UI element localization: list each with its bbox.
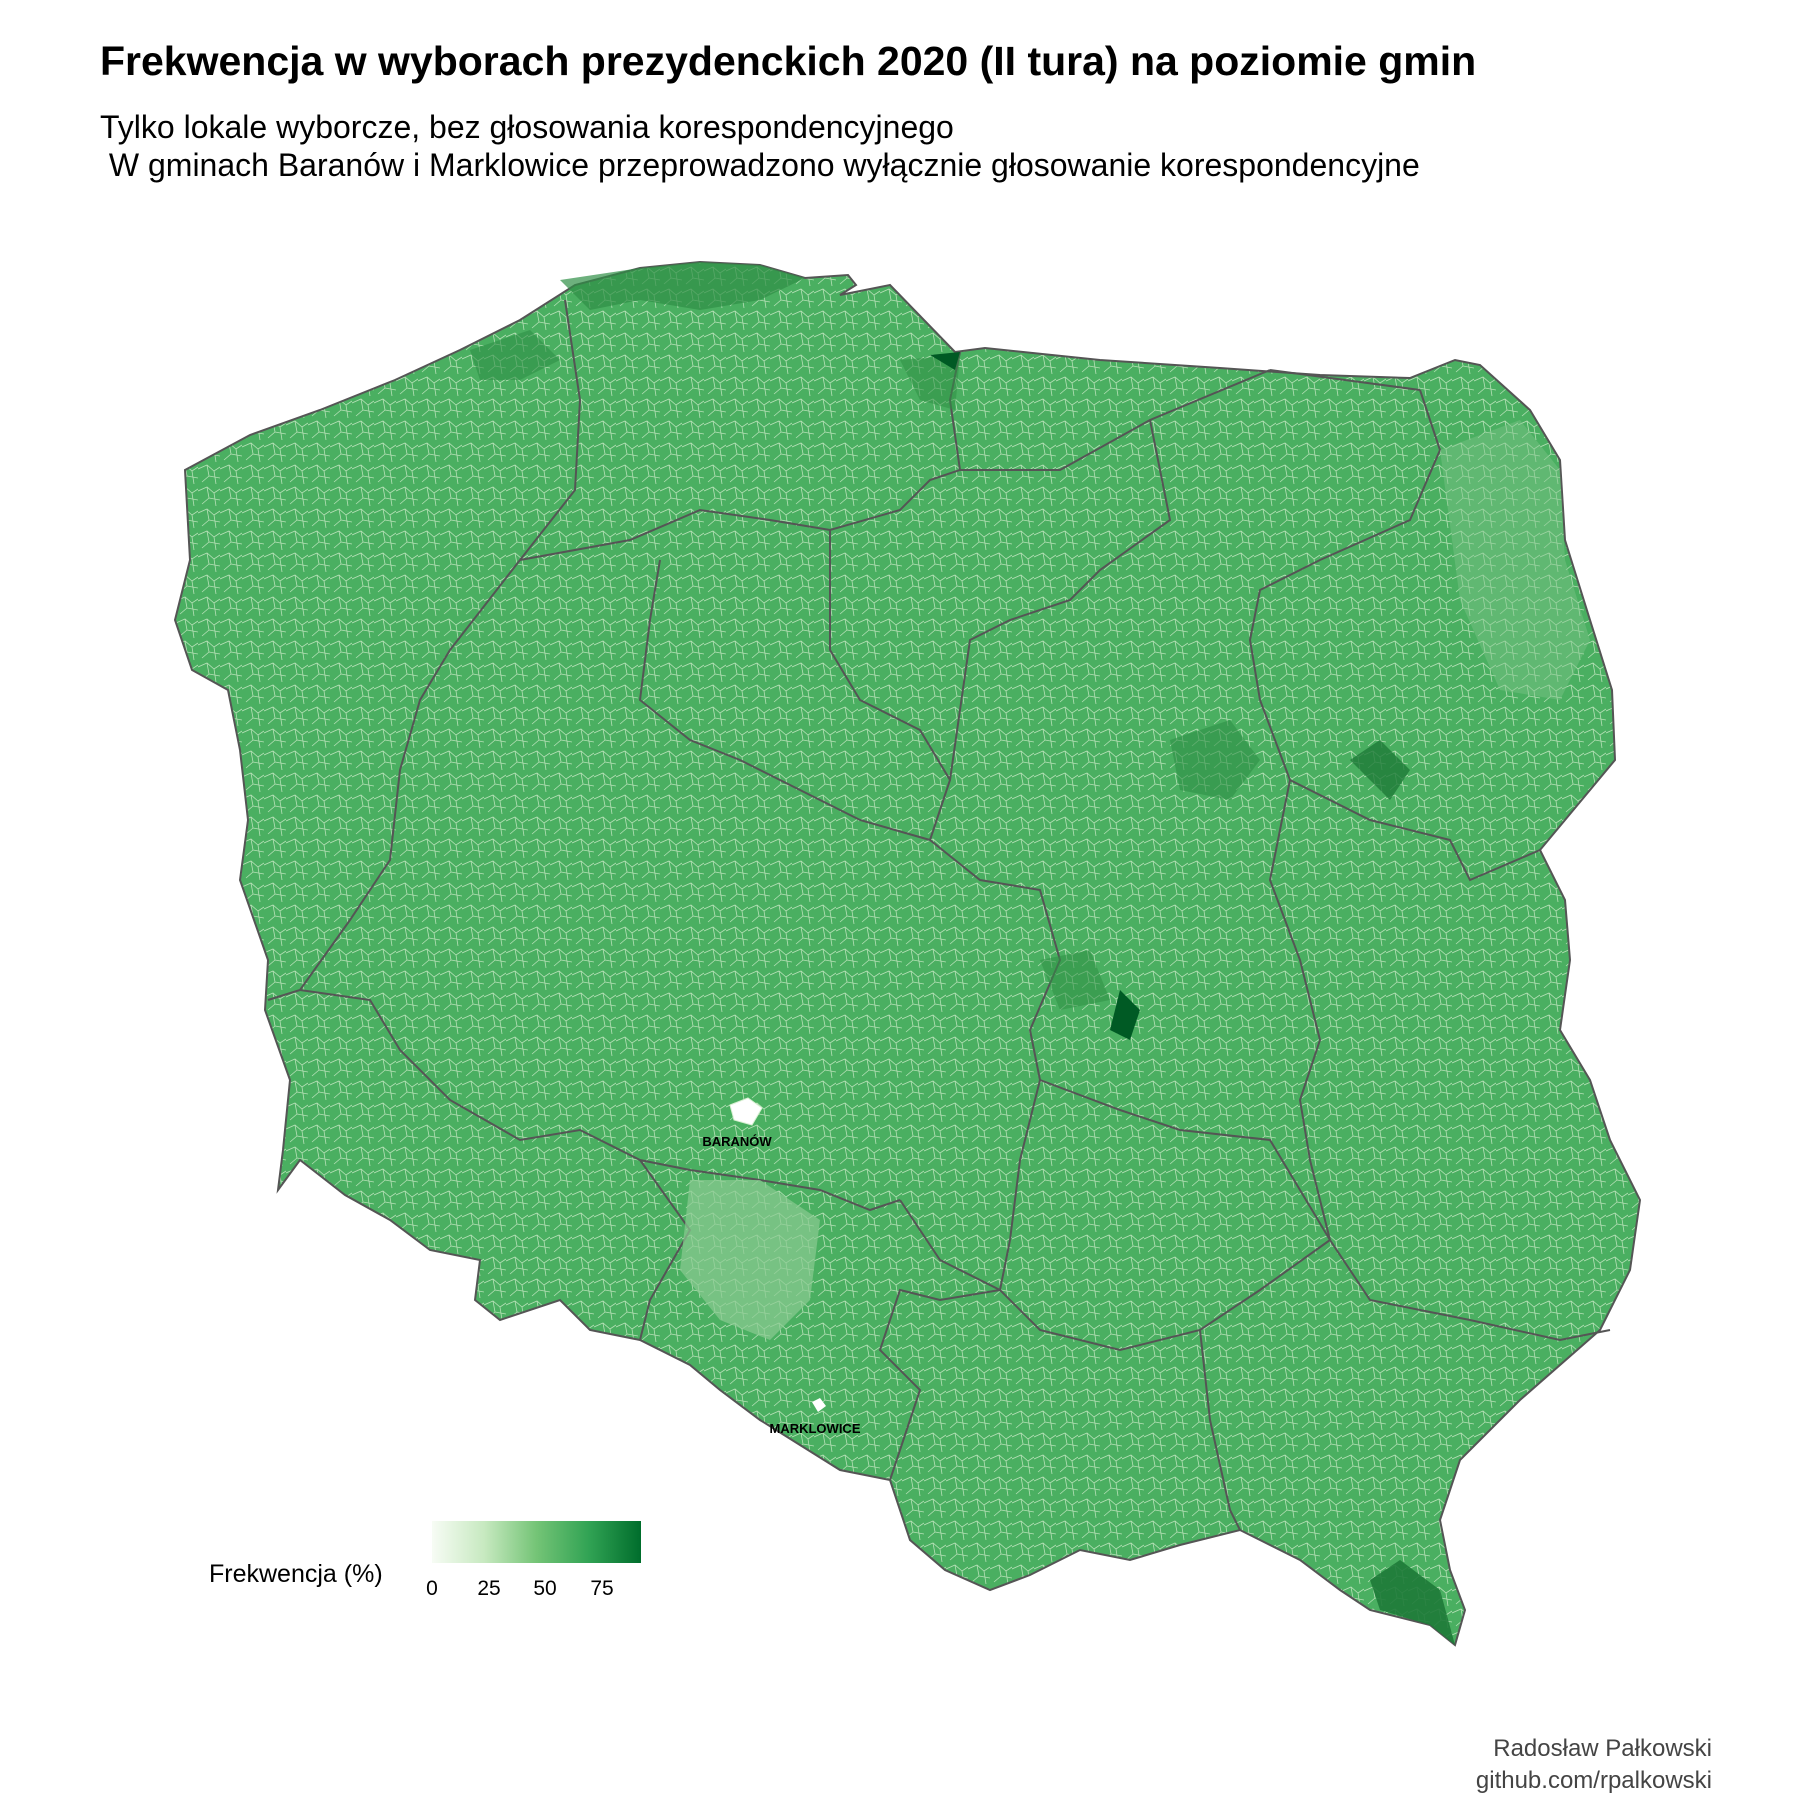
legend-title: Frekwencja (%) — [209, 1560, 383, 1588]
legend-tick-label: 0 — [426, 1577, 438, 1600]
turnout-variation — [470, 262, 1590, 1645]
caption-author: Radosław Pałkowski — [1493, 1735, 1712, 1762]
legend-tick-mark — [489, 1563, 490, 1570]
legend-tick-label: 25 — [477, 1577, 501, 1600]
legend-tick-mark — [602, 1563, 603, 1570]
poland-outline — [173, 260, 1642, 1647]
chart-title: Frekwencja w wyborach prezydenckich 2020… — [100, 38, 1477, 84]
caption-url: github.com/rpalkowski — [1475, 1767, 1712, 1794]
caption: Radosław Pałkowski github.com/rpalkowski — [1476, 1733, 1712, 1797]
legend-tick-mark — [432, 1563, 433, 1570]
legend-tick-label: 50 — [533, 1577, 557, 1600]
chart-subtitle: Tylko lokale wyborcze, bez głosowania ko… — [100, 109, 1420, 183]
baranow-label: BARANÓW — [702, 1134, 772, 1149]
legend-tick-label: 75 — [590, 1577, 614, 1600]
marklowice-label: MARKLOWICE — [770, 1421, 861, 1436]
legend-color-bar — [432, 1521, 641, 1563]
gmina-marklowice-area — [812, 1398, 826, 1412]
legend-tick-mark — [545, 1563, 546, 1570]
gmina-baranow-area — [729, 1097, 763, 1126]
voivodeship-borders — [267, 299, 1611, 1531]
